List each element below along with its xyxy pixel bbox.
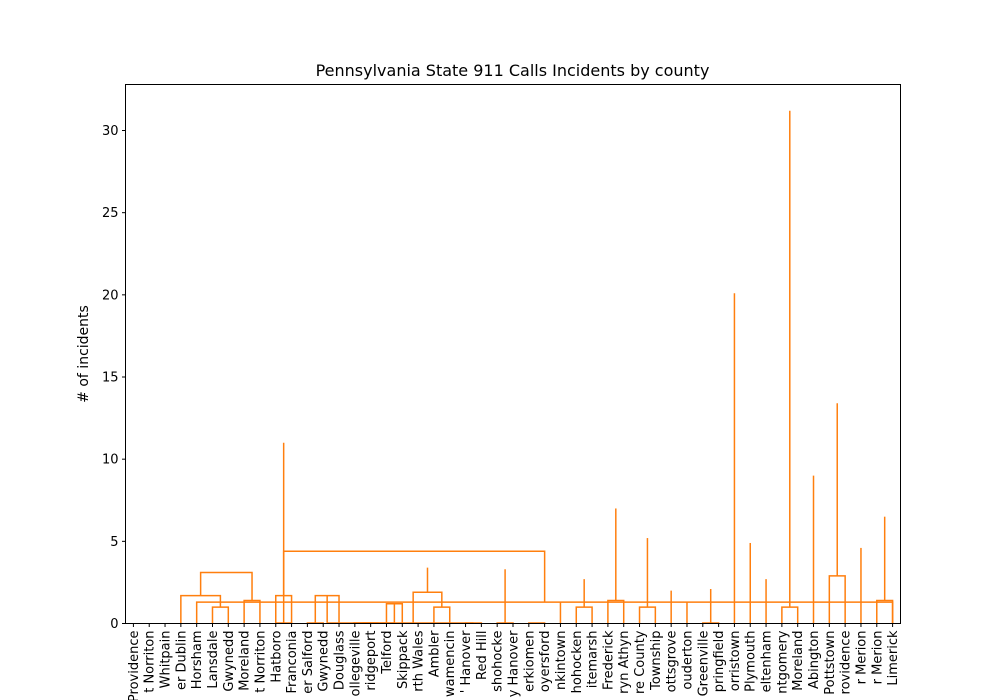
leaf-label: Plymouth (744, 631, 759, 692)
leaf-label: Franconia (285, 631, 300, 694)
y-tick-label: 20 (102, 288, 119, 303)
dendrogram-link (876, 599, 894, 624)
leaf-label: r Merion (854, 631, 869, 685)
leaf-label: re County (633, 630, 648, 694)
dendrogram-link (638, 606, 657, 624)
dendrogram-link (781, 606, 799, 624)
dendrogram-link (180, 594, 222, 624)
leaf-label: Skippack (396, 630, 411, 689)
leaf-label: Township (649, 631, 664, 691)
dendrogram-link (243, 599, 261, 624)
leaf-label: ' Hanover (459, 630, 474, 693)
leaf-label: orristown (728, 631, 743, 692)
leaf-label: nkintown (554, 631, 569, 691)
leaf-label: Pottstown (823, 631, 838, 695)
leaf-label: Whitpain (159, 631, 174, 689)
leaf-label: t Norriton (253, 631, 268, 693)
leaf-label: y Hanover (507, 630, 522, 697)
leaf-label: Ambler (427, 630, 442, 677)
leaf-label: Telford (380, 631, 395, 675)
leaf-label: er Salford (301, 631, 316, 694)
leaf-label: rth Wales (412, 630, 427, 691)
leaf-label: Moreland (791, 631, 806, 691)
leaf-label: Abington (807, 631, 822, 690)
chart-title: Pennsylvania State 911 Calls Incidents b… (316, 61, 710, 80)
leaf-label: r Merion (870, 631, 885, 685)
y-axis-label: # of incidents (76, 305, 92, 403)
x-axis-ticks: Providence t Norriton Whitpain er Dublin Hor… (127, 623, 901, 700)
leaf-label: hohocken (570, 631, 585, 694)
leaf-label: t Norriton (143, 631, 158, 693)
leaf-label: ottsgrove (665, 631, 680, 693)
leaf-label: er Dublin (174, 631, 189, 690)
leaf-label: erkiomen (522, 631, 537, 692)
dendrogram-links (180, 110, 894, 624)
leaf-label: ntgomery (775, 630, 790, 694)
leaf-label: Providence (127, 631, 142, 700)
plot-frame (125, 84, 901, 624)
dendrogram-link (828, 575, 846, 624)
leaf-label: pringfield (712, 631, 727, 693)
leaf-label: ryn Athyn (617, 631, 632, 694)
leaf-label: ollegeville (348, 630, 363, 696)
dendrogram-link (326, 595, 379, 624)
leaf-label: eltenham (760, 631, 775, 693)
leaf-label: Limerick (886, 630, 901, 686)
leaf-label: oyersford (538, 631, 553, 693)
dendrogram-link (362, 603, 396, 624)
leaf-label: Greenville (696, 631, 711, 697)
dendrogram-link (211, 606, 230, 624)
leaf-label: Gwynedd (317, 631, 332, 692)
leaf-label: Frederick (601, 630, 616, 690)
dendrogram-link (575, 606, 593, 624)
leaf-label: Horsham (190, 631, 205, 690)
dendrogram-link (199, 571, 253, 601)
y-tick-label: 0 (110, 617, 118, 632)
leaf-label: Red Hill (475, 631, 490, 680)
leaf-label: ridgeport (364, 631, 379, 691)
leaf-label: shohocke (491, 631, 506, 692)
leaf-label: Douglass (333, 630, 348, 690)
y-tick-label: 10 (102, 453, 119, 468)
leaf-label: rovidence (839, 630, 854, 694)
y-axis-ticks: 0 5 10 15 20 25 30 (102, 124, 126, 632)
leaf-label: Hatboro (269, 630, 284, 682)
leaf-label: Lansdale (206, 631, 221, 689)
y-tick-label: 5 (110, 535, 118, 550)
y-tick-label: 25 (102, 206, 119, 221)
dendrogram-link (607, 599, 625, 624)
leaf-label: Gwynedd (222, 631, 237, 692)
dendrogram-link (433, 606, 451, 624)
y-tick-label: 15 (102, 371, 119, 386)
leaf-label: ouderton (680, 631, 695, 690)
leaf-label: wamencin (443, 631, 458, 698)
y-tick-label: 30 (102, 124, 119, 139)
leaf-label: itemarsh (586, 631, 601, 689)
leaf-label: Moreland (238, 631, 253, 691)
dendrogram-link (195, 601, 894, 624)
